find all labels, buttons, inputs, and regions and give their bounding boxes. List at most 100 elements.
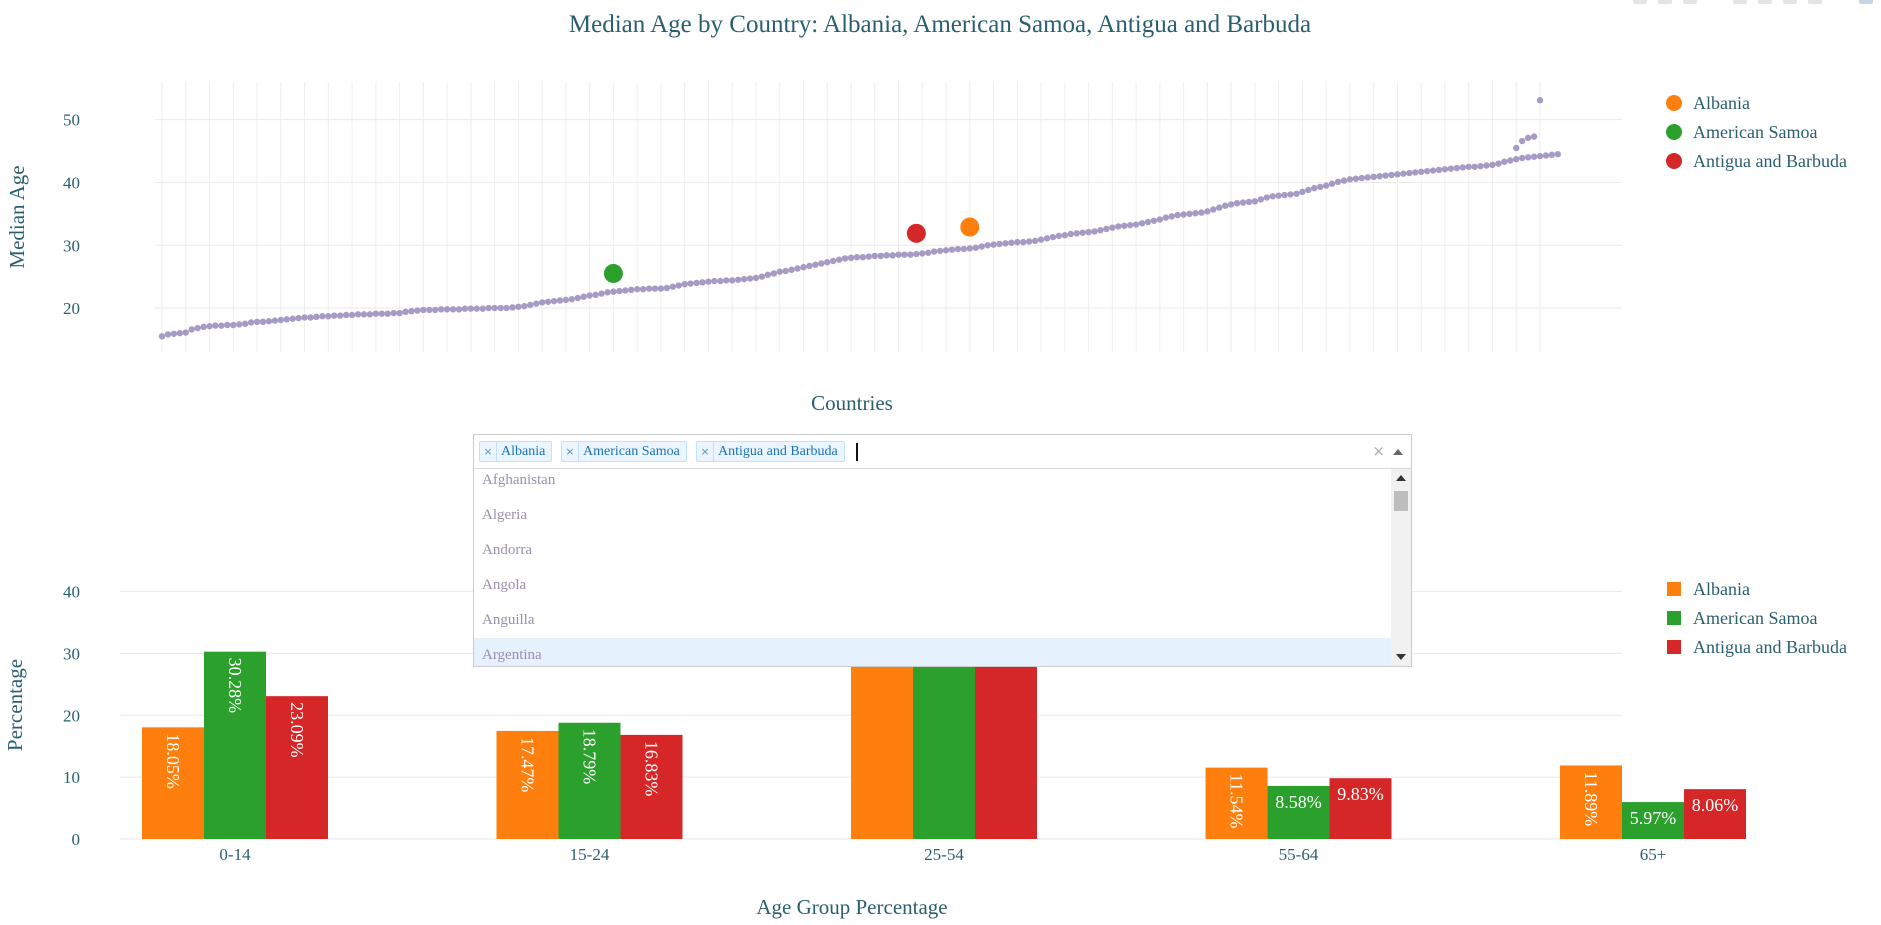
median-age-scatter-plot: 20 30 40 50 Countries Median Age — [5, 82, 1622, 415]
country-point — [687, 280, 694, 287]
plotly-logo-icon[interactable] — [1859, 0, 1873, 4]
bar-antigua-and-barbuda — [1329, 778, 1392, 839]
country-point — [1465, 163, 1472, 170]
country-point — [544, 298, 552, 305]
remove-chip-icon[interactable]: × — [480, 442, 497, 461]
dropdown-option[interactable]: Angola — [482, 577, 527, 593]
country-point — [1352, 175, 1360, 182]
y-axis-label: Percentage — [3, 659, 27, 751]
legend-swatch-icon — [1667, 640, 1681, 654]
country-point — [1079, 229, 1086, 236]
bar-albania — [1205, 767, 1268, 839]
country-point — [1144, 218, 1152, 226]
text-cursor[interactable] — [856, 443, 858, 461]
country-point — [788, 266, 795, 273]
scrollbar-thumb[interactable] — [1394, 491, 1408, 511]
scatter-legend[interactable]: Albania American Samoa Antigua and Barbuda — [1666, 93, 1847, 171]
country-point — [954, 245, 962, 253]
country-point — [1429, 167, 1437, 174]
country-point — [158, 333, 166, 340]
dropdown-scrollbar[interactable] — [1391, 469, 1411, 666]
camera-icon[interactable] — [1633, 0, 1647, 4]
collapse-arrow-icon[interactable] — [1393, 449, 1403, 455]
zoom-out-icon[interactable] — [1783, 0, 1797, 4]
bar-value-label: 11.54% — [1227, 774, 1247, 829]
dropdown-option[interactable]: Afghanistan — [482, 472, 556, 488]
country-point — [1049, 233, 1057, 241]
zoom-in-icon[interactable] — [1758, 0, 1772, 4]
country-point — [390, 309, 397, 317]
bar-value-label: 23.09% — [287, 702, 307, 758]
country-point — [1305, 186, 1312, 194]
country-point — [1126, 221, 1134, 229]
country-point — [1299, 188, 1306, 196]
country-point — [1198, 209, 1205, 216]
country-point — [265, 318, 273, 325]
country-point — [782, 267, 789, 275]
country-point — [580, 293, 587, 300]
country-point — [1311, 184, 1318, 192]
country-point — [586, 292, 593, 299]
country-point — [1275, 192, 1282, 199]
country-point — [437, 306, 445, 313]
country-point — [212, 322, 219, 329]
country-point — [1400, 170, 1407, 177]
country-point — [663, 284, 671, 292]
country-point — [598, 290, 605, 297]
selected-chip-antigua-and-barbuda[interactable]: × Antigua and Barbuda — [696, 441, 845, 462]
dropdown-option-highlighted[interactable]: Argentina — [474, 638, 1391, 666]
country-point — [1471, 163, 1478, 170]
country-point — [443, 306, 451, 313]
country-point — [1233, 199, 1241, 207]
dropdown-option[interactable]: Algeria — [482, 507, 527, 523]
dropdown-control[interactable]: × Albania × American Samoa × Antigua and Ba… — [474, 435, 1411, 469]
country-point — [1412, 169, 1419, 176]
legend-marker-icon — [1666, 95, 1682, 111]
selected-chip-american-samoa[interactable]: × American Samoa — [561, 441, 687, 462]
country-point — [824, 259, 831, 266]
bar-antigua-and-barbuda — [620, 734, 683, 839]
legend-swatch-icon — [1667, 582, 1681, 596]
country-point — [812, 261, 819, 268]
dropdown-option[interactable]: Andorra — [482, 542, 532, 558]
autoscale-icon[interactable] — [1808, 0, 1822, 4]
zoom-icon[interactable] — [1658, 0, 1672, 4]
country-point — [1138, 220, 1146, 227]
scroll-down-arrow-icon[interactable] — [1396, 654, 1406, 660]
country-point — [1014, 238, 1021, 246]
y-tick-label: 40 — [63, 173, 80, 192]
country-point — [301, 314, 308, 321]
country-point — [360, 311, 368, 318]
country-point — [1483, 162, 1490, 169]
country-point — [984, 242, 991, 249]
dropdown-options-list[interactable]: Afghanistan Algeria Andorra Angola Angui… — [474, 469, 1391, 666]
selected-chip-albania[interactable]: × Albania — [479, 441, 553, 462]
country-point — [1376, 172, 1383, 180]
box-select-icon[interactable] — [1733, 0, 1747, 4]
bar-legend[interactable]: Albania American Samoa Antigua and Barbuda — [1667, 579, 1847, 657]
remove-chip-icon[interactable]: × — [697, 442, 714, 461]
country-point — [206, 323, 213, 330]
remove-chip-icon[interactable]: × — [562, 442, 579, 461]
country-multiselect-dropdown[interactable]: × Albania × American Samoa × Antigua and Ba… — [473, 434, 1412, 667]
y-tick-label: 40 — [63, 583, 80, 602]
country-point — [271, 317, 279, 324]
bar-american-samoa — [558, 722, 621, 839]
country-point — [1097, 226, 1104, 234]
country-point — [247, 319, 255, 326]
y-tick-label: 20 — [63, 706, 80, 725]
country-point — [907, 251, 914, 258]
clear-all-icon[interactable]: × — [1372, 442, 1385, 460]
dropdown-option[interactable]: Anguilla — [482, 612, 535, 628]
scroll-up-arrow-icon[interactable] — [1396, 475, 1406, 481]
country-point — [871, 252, 878, 260]
country-point — [1204, 208, 1211, 215]
country-point — [913, 250, 920, 258]
bar-value-label: 18.05% — [163, 733, 183, 789]
country-point — [568, 296, 576, 303]
y-tick-label: 30 — [63, 236, 80, 255]
country-point — [1423, 167, 1431, 175]
country-point — [847, 254, 855, 262]
legend-marker-icon — [1666, 124, 1682, 140]
pan-icon[interactable] — [1683, 0, 1697, 4]
